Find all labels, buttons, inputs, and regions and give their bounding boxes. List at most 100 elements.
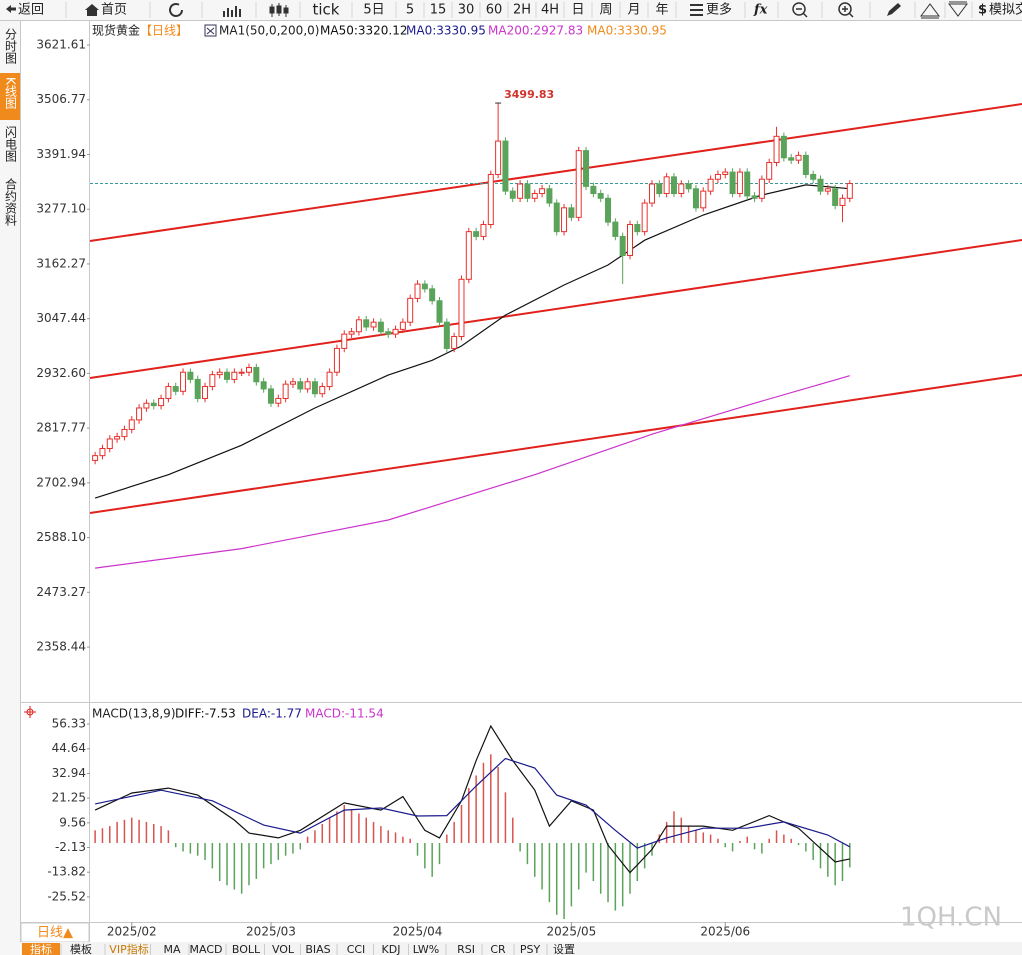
bottom-tab-active-bg: [22, 943, 60, 955]
home-icon[interactable]: [85, 4, 99, 16]
macd-bar: [424, 843, 426, 869]
macd-bar: [717, 838, 719, 844]
bottom-tab[interactable]: MACD: [190, 943, 223, 955]
period-button[interactable]: 周: [599, 3, 612, 18]
macd-bar: [497, 766, 499, 844]
y-tick-label: 2588.10: [36, 530, 86, 544]
period-button[interactable]: 2H: [513, 3, 531, 18]
macd-bar: [314, 830, 316, 844]
macd-icon[interactable]: [24, 706, 36, 718]
bottom-tab[interactable]: KDJ: [382, 943, 401, 955]
candle-body: [451, 336, 458, 349]
zoom-out-button[interactable]: [792, 2, 808, 18]
candle-body: [685, 183, 692, 190]
macd-bar: [512, 817, 514, 844]
bottom-tab[interactable]: BOLL: [232, 943, 261, 955]
candle-type-button[interactable]: [269, 3, 289, 17]
y-tick-label: 44.64: [52, 741, 86, 755]
period-button[interactable]: 月: [627, 3, 640, 18]
period-button[interactable]: 30: [458, 3, 475, 18]
zoom-in-button[interactable]: [838, 2, 854, 18]
bottom-tab[interactable]: BIAS: [305, 943, 330, 955]
refresh-button[interactable]: [169, 3, 183, 17]
macd-bar: [548, 843, 551, 903]
candle-body: [216, 371, 223, 376]
bottom-tab[interactable]: 模板: [70, 942, 92, 955]
side-tab-active[interactable]: K线图: [4, 77, 18, 109]
bottom-tab[interactable]: 指标: [30, 942, 52, 955]
period-button[interactable]: 5: [406, 3, 414, 18]
candle-body: [333, 347, 340, 373]
macd-bar: [196, 843, 199, 856]
side-tab[interactable]: 合约资料: [4, 177, 18, 226]
period-selector-label[interactable]: 日线▲: [37, 926, 73, 941]
candle-body: [722, 171, 729, 175]
y-tick-label: 3047.44: [36, 311, 86, 325]
bottom-tab[interactable]: RSI: [457, 943, 475, 955]
period-button[interactable]: 5日: [363, 3, 384, 18]
bottom-tab[interactable]: PSY: [520, 943, 541, 955]
more-button[interactable]: 更多: [706, 2, 732, 18]
candle-body: [194, 378, 201, 399]
more-icon[interactable]: [690, 4, 703, 16]
macd-bar: [262, 843, 265, 869]
candle-body: [143, 402, 150, 409]
macd-bar: [519, 843, 521, 852]
period-button[interactable]: 日: [571, 3, 584, 18]
home-button[interactable]: 首页: [101, 3, 127, 18]
candle-body: [429, 288, 436, 302]
back-icon[interactable]: [6, 5, 16, 13]
bottom-tab[interactable]: LW%: [413, 943, 439, 955]
candle-body: [304, 381, 311, 390]
bottom-tab[interactable]: VIP指标: [109, 942, 148, 955]
bottom-tab[interactable]: CCI: [347, 943, 366, 955]
candle-body: [517, 183, 524, 199]
candle-body: [714, 173, 721, 180]
bottom-tab[interactable]: 设置: [553, 943, 575, 955]
macd-bar: [739, 840, 741, 844]
indicator-params: MA1(50,0,200,0): [219, 24, 319, 38]
y-tick-label: 32.94: [52, 766, 86, 780]
period-button[interactable]: 15: [430, 3, 447, 18]
period-button[interactable]: 年: [655, 3, 668, 18]
macd-bar: [233, 843, 236, 890]
bottom-tab[interactable]: VOL: [272, 943, 295, 955]
chart-type-button[interactable]: [223, 6, 241, 17]
side-tab[interactable]: 分时图: [4, 28, 18, 64]
candle-body: [487, 173, 494, 226]
tick-button[interactable]: tick: [313, 1, 340, 19]
side-tab[interactable]: 闪电图: [4, 126, 18, 162]
formula-button[interactable]: fx: [753, 3, 768, 18]
macd-bar: [182, 843, 184, 852]
back-button[interactable]: 返回: [18, 3, 44, 18]
macd-bar: [321, 824, 324, 844]
shape-down-button[interactable]: [948, 1, 968, 17]
draw-button[interactable]: [887, 3, 901, 16]
macd-bar: [109, 826, 111, 844]
shape-up-button[interactable]: [920, 3, 940, 19]
period-button[interactable]: 4H: [541, 3, 559, 18]
candle-body: [612, 221, 619, 237]
candle-body: [575, 150, 582, 218]
instrument-name: 现货黄金: [92, 23, 140, 38]
macd-bar: [226, 843, 228, 886]
candle-body: [473, 231, 480, 237]
macd-bar: [292, 843, 294, 854]
sim-trade-button[interactable]: 模拟交: [989, 2, 1022, 18]
macd-bar: [775, 830, 778, 844]
macd-bar: [468, 788, 470, 844]
line-ma50: [94, 184, 850, 499]
indicator-icon[interactable]: [204, 24, 217, 37]
dollar-icon[interactable]: $: [978, 3, 987, 18]
macd-bar: [402, 836, 404, 844]
macd-bar: [277, 843, 280, 860]
toolbar: [0, 0, 1022, 20]
macd-bar: [409, 838, 411, 844]
macd-bar: [643, 843, 646, 869]
bottom-tab[interactable]: CR: [490, 943, 506, 955]
candle-body: [700, 190, 707, 209]
period-button[interactable]: 60: [486, 3, 503, 18]
macd-bar: [526, 843, 529, 865]
bottom-tab[interactable]: MA: [163, 943, 180, 955]
y-tick-label: 2358.44: [36, 640, 86, 654]
